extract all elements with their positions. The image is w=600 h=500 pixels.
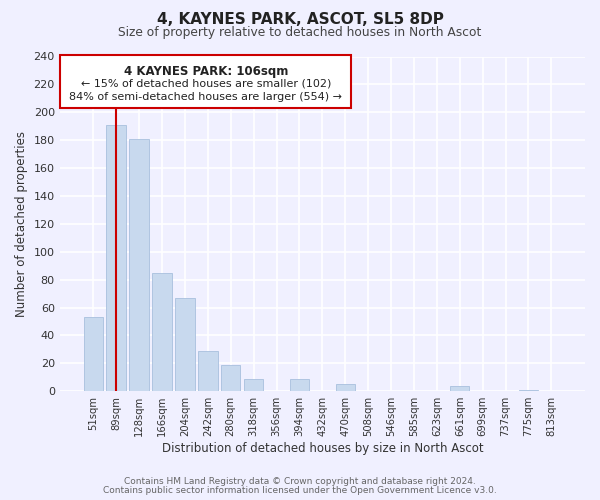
Text: Size of property relative to detached houses in North Ascot: Size of property relative to detached ho… — [118, 26, 482, 39]
X-axis label: Distribution of detached houses by size in North Ascot: Distribution of detached houses by size … — [161, 442, 483, 455]
Bar — [83, 318, 103, 391]
Bar — [450, 386, 469, 391]
Text: ← 15% of detached houses are smaller (102): ← 15% of detached houses are smaller (10… — [80, 78, 331, 88]
Bar — [335, 384, 355, 391]
Bar — [106, 125, 126, 391]
Text: 4, KAYNES PARK, ASCOT, SL5 8DP: 4, KAYNES PARK, ASCOT, SL5 8DP — [157, 12, 443, 28]
Text: Contains HM Land Registry data © Crown copyright and database right 2024.: Contains HM Land Registry data © Crown c… — [124, 477, 476, 486]
Bar — [221, 364, 241, 391]
Y-axis label: Number of detached properties: Number of detached properties — [15, 131, 28, 317]
Text: Contains public sector information licensed under the Open Government Licence v3: Contains public sector information licen… — [103, 486, 497, 495]
Text: 84% of semi-detached houses are larger (554) →: 84% of semi-detached houses are larger (… — [69, 92, 342, 102]
Bar — [152, 272, 172, 391]
FancyBboxPatch shape — [59, 55, 351, 108]
Bar — [244, 378, 263, 391]
Bar — [130, 139, 149, 391]
Text: 4 KAYNES PARK: 106sqm: 4 KAYNES PARK: 106sqm — [124, 65, 288, 78]
Bar — [175, 298, 194, 391]
Bar — [519, 390, 538, 391]
Bar — [290, 378, 309, 391]
Bar — [198, 351, 218, 391]
